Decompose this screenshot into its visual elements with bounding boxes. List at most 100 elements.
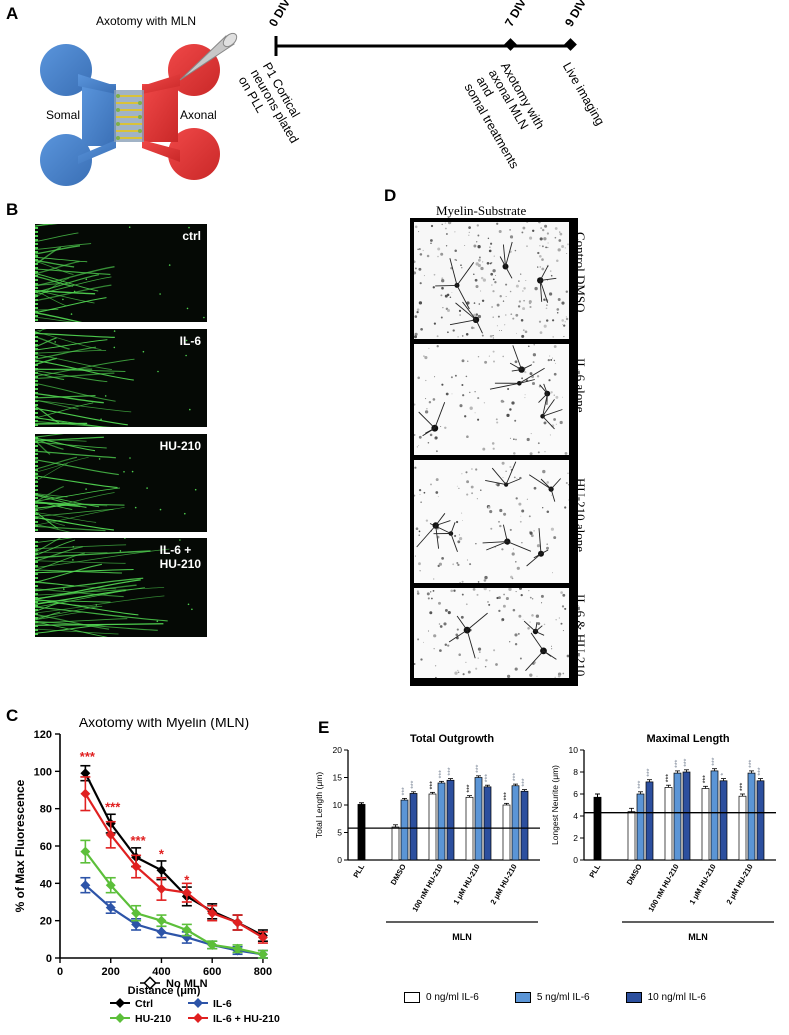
myelin-debris [492,316,494,318]
y-tick-label: 80 [40,804,52,816]
debris-dot [85,488,87,490]
debris-dot [113,346,116,349]
significance-marker: *** [131,833,147,848]
myelin-debris [425,519,429,522]
myelin-debris [530,433,532,435]
myelin-debris [490,527,493,530]
myelin-debris [554,236,557,239]
groove-exit [35,340,38,342]
neurite [35,441,107,449]
myelin-debris [540,594,544,598]
myelin-debris [550,274,553,277]
myelin-debris [413,663,416,665]
myelin-debris [496,421,499,424]
groove-exit [35,585,38,587]
neurite [35,628,119,635]
myelin-debris [433,648,435,650]
myelin-debris [418,435,422,439]
neurite-process [482,541,508,544]
myelin-debris [466,301,470,305]
myelin-debris [464,415,467,418]
myelin-debris [529,621,531,623]
myelin-debris [454,534,457,538]
neurite [35,485,64,503]
neurite [35,507,125,526]
debris-dot [134,506,137,509]
neurite-process [475,319,483,334]
myelin-debris [550,527,554,531]
debris-dot [119,550,122,552]
significance-marker: *** [485,774,492,782]
myelin-debris [435,491,439,494]
significance-marker: *** [430,781,437,789]
neurite-process [491,467,507,485]
x-tick-label: 1 μM HU-210 [687,863,717,906]
myelin-debris [430,483,432,486]
myelin-debris [492,278,495,281]
groove-exit [35,319,38,321]
myelin-debris [514,249,517,252]
y-tick-label: 40 [40,878,52,890]
micrograph-label: IL-6 [179,334,201,348]
myelin-debris [441,277,444,280]
myelin-debris [469,391,471,394]
groove-exit [35,376,38,378]
myelin-debris [537,442,540,445]
neurite [35,487,121,502]
x-tick-label: DMSO [389,862,408,886]
myelin-debris [567,472,569,474]
timeline-diamond-9div [564,38,577,51]
myelin-debris [512,548,515,550]
myelin-debris [458,309,462,313]
myelin-debris [461,267,463,269]
myelin-debris [430,242,432,244]
significance-marker: * [184,872,190,887]
groove-exit [35,231,38,233]
micrograph-label: ctrl [182,229,201,243]
myelin-debris [487,506,491,509]
myelin-debris [413,403,416,406]
myelin-debris [547,358,550,362]
myelin-debris [439,649,442,652]
legend-item-1: 5 ng/ml IL-6 [514,992,590,1003]
groove-exit [35,465,38,467]
myelin-debris [519,657,522,660]
myelin-debris [542,469,546,474]
groove-exit [35,521,38,523]
myelin-debris [515,497,518,500]
groove-exit [35,633,38,635]
legend-marker [115,998,125,1008]
myelin-debris [492,269,496,273]
myelin-debris [417,248,419,251]
myelin-debris [530,534,534,538]
groove-exit [35,629,38,631]
groove-exit [35,303,38,305]
myelin-debris [420,501,422,503]
myelin-debris [461,359,465,363]
neurite-process [539,265,549,281]
neurite-process [435,513,446,526]
myelin-debris [415,527,419,530]
significance-marker: *** [675,759,682,767]
myelin-debris [562,396,563,398]
myelin-debris [477,314,482,319]
myelin-debris [473,273,475,275]
neurite [35,525,106,532]
myelin-debris [509,290,512,293]
neurite [35,511,97,523]
neurite [35,437,96,452]
significance-marker: *** [448,767,455,775]
groove-exit [35,613,38,615]
neurite [35,232,79,243]
myelin-debris [565,317,569,321]
myelin-debris [557,298,561,301]
neurite [35,346,97,360]
legend-swatch [514,992,531,1003]
myelin-debris [505,295,507,297]
groove-exit [35,412,38,414]
neurite-process [523,620,536,632]
myelin-debris [489,335,493,338]
myelin-debris [516,478,518,480]
myelin-debris [458,534,460,536]
myelin-debris [511,401,515,405]
